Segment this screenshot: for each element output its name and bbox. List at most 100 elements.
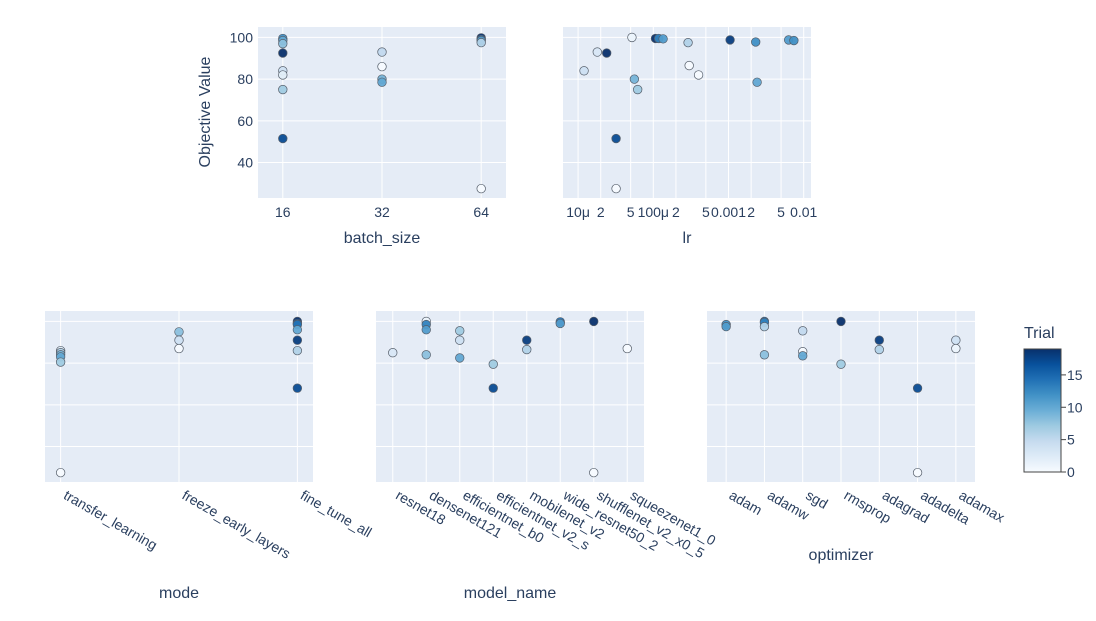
colorbar-tick-label: 0	[1067, 464, 1075, 480]
colorbar: Trial 0 5 10 15	[1023, 325, 1083, 480]
x-tick-label: fine_tune_all	[298, 487, 375, 541]
x-tick-label: 0.001	[711, 204, 746, 220]
plot-area	[376, 311, 644, 482]
data-point[interactable]	[278, 48, 288, 58]
x-tick-label: 5	[777, 204, 785, 220]
data-point[interactable]	[488, 359, 498, 369]
data-point[interactable]	[455, 326, 465, 336]
data-point[interactable]	[292, 325, 303, 335]
data-point[interactable]	[278, 70, 288, 80]
y-axis-title: Objective Value	[197, 56, 214, 167]
data-point[interactable]	[683, 37, 693, 48]
xlabel-mode: mode	[159, 585, 199, 602]
data-point[interactable]	[488, 383, 498, 393]
data-point[interactable]	[476, 183, 486, 194]
colorbar-title: Trial	[1024, 325, 1055, 342]
data-point[interactable]	[798, 351, 808, 361]
data-point[interactable]	[476, 37, 486, 48]
data-point[interactable]	[55, 467, 66, 478]
data-point[interactable]	[579, 66, 589, 76]
data-point[interactable]	[278, 84, 288, 95]
data-point[interactable]	[951, 335, 961, 345]
data-point[interactable]	[455, 335, 465, 345]
x-tick-label: 16	[275, 204, 291, 220]
x-tick-label: 0.01	[790, 204, 817, 220]
data-point[interactable]	[611, 133, 621, 144]
data-point[interactable]	[658, 34, 668, 44]
data-point[interactable]	[836, 359, 846, 369]
data-point[interactable]	[789, 35, 799, 46]
data-point[interactable]	[951, 343, 961, 354]
data-point[interactable]	[589, 467, 599, 478]
data-point[interactable]	[798, 326, 808, 336]
data-point[interactable]	[836, 316, 846, 327]
colorbar-tick-label: 15	[1067, 367, 1083, 383]
data-point[interactable]	[759, 350, 770, 360]
data-point[interactable]	[874, 335, 884, 345]
data-point[interactable]	[377, 77, 387, 87]
panel-model_name: resnet18densenet121efficientnet_b0effici…	[376, 311, 719, 561]
xlabel-lr: lr	[683, 230, 693, 247]
data-point[interactable]	[421, 325, 431, 335]
colorbar-tick-label: 5	[1067, 432, 1075, 448]
data-point[interactable]	[693, 70, 704, 80]
data-point[interactable]	[174, 343, 184, 354]
data-point[interactable]	[421, 350, 431, 360]
data-point[interactable]	[721, 321, 731, 332]
panel-batch_size: 16 32 64 40 60 80 100	[230, 27, 506, 220]
data-point[interactable]	[592, 47, 602, 57]
x-tick-label: adam	[727, 487, 765, 518]
data-point[interactable]	[622, 343, 632, 354]
x-tick-label: 10μ	[566, 204, 590, 220]
data-point[interactable]	[292, 345, 303, 356]
xlabel-batch-size: batch_size	[344, 230, 421, 247]
data-point[interactable]	[759, 321, 770, 332]
data-point[interactable]	[912, 383, 923, 393]
data-point[interactable]	[455, 353, 465, 363]
data-point[interactable]	[55, 357, 66, 367]
data-point[interactable]	[684, 60, 694, 71]
data-point[interactable]	[377, 47, 387, 57]
x-tick-label: 2	[672, 204, 680, 220]
xlabel-optimizer: optimizer	[809, 547, 875, 564]
x-tick-label: 32	[374, 204, 390, 220]
data-point[interactable]	[874, 344, 884, 355]
x-tick-label: adamw	[765, 487, 813, 524]
data-point[interactable]	[751, 37, 761, 47]
y-tick-label: 60	[237, 113, 253, 129]
x-tick-label: 2	[747, 204, 755, 220]
data-point[interactable]	[278, 133, 288, 144]
data-point[interactable]	[292, 335, 303, 345]
data-point[interactable]	[292, 383, 303, 393]
data-point[interactable]	[174, 327, 184, 337]
data-point[interactable]	[627, 32, 637, 43]
data-point[interactable]	[633, 84, 643, 95]
x-tick-label: 5	[702, 204, 710, 220]
data-point[interactable]	[174, 335, 184, 345]
data-point[interactable]	[602, 48, 612, 58]
data-point[interactable]	[611, 183, 621, 194]
data-point[interactable]	[725, 35, 735, 45]
panel-lr: 10μ 2 5 100μ 2 5 0.001 2 5 0.01	[563, 27, 818, 220]
data-point[interactable]	[522, 335, 532, 345]
xlabel-model-name: model_name	[464, 585, 557, 602]
panel-mode: transfer_learning freeze_early_layers fine…	[45, 311, 375, 562]
y-tick-label: 40	[237, 155, 253, 171]
data-point[interactable]	[278, 39, 288, 49]
data-point[interactable]	[589, 316, 599, 327]
data-point[interactable]	[752, 77, 762, 87]
x-tick-label: freeze_early_layers	[180, 487, 294, 562]
data-point[interactable]	[388, 348, 398, 358]
data-point[interactable]	[555, 318, 565, 329]
x-tick-label: 64	[473, 204, 489, 220]
colorbar-tick-label: 10	[1067, 399, 1083, 415]
x-tick-label: 100μ	[638, 204, 669, 220]
data-point[interactable]	[377, 61, 387, 72]
data-point[interactable]	[629, 74, 640, 84]
x-tick-label: transfer_learning	[61, 487, 160, 553]
data-point[interactable]	[912, 467, 923, 478]
data-point[interactable]	[522, 344, 532, 355]
y-tick-label: 100	[230, 29, 254, 45]
